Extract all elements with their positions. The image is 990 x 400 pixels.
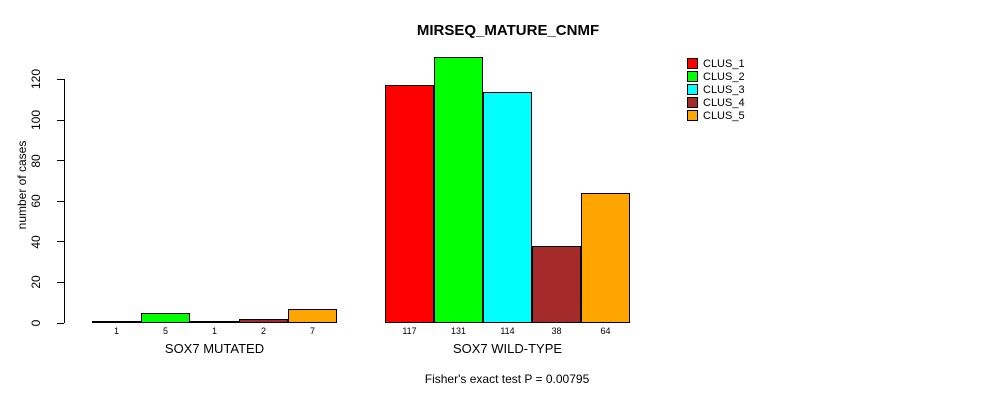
legend-swatch-icon [687,58,698,69]
y-tick-mark [57,160,64,162]
y-tick-label: 20 [29,275,43,290]
legend-swatch-icon [687,71,698,82]
bar-sox7-mutated-clus_2 [141,313,190,323]
y-axis-line [64,79,65,323]
legend-row-clus_5: CLUS_5 [687,109,745,122]
bar-sox7-wild-type-clus_2 [434,57,483,323]
y-tick-label: 80 [29,153,43,168]
legend-swatch-icon [687,84,698,95]
group-label: SOX7 MUTATED [164,341,265,356]
legend-swatch-icon [687,97,698,108]
legend-row-clus_1: CLUS_1 [687,57,745,70]
bar-value-label: 5 [162,326,169,336]
bar-sox7-wild-type-clus_5 [581,193,630,323]
y-tick-label: 120 [29,69,43,90]
chart-title: MIRSEQ_MATURE_CNMF [416,22,600,39]
bar-value-label: 131 [450,326,467,336]
y-tick-label: 0 [29,319,43,327]
legend-row-clus_2: CLUS_2 [687,70,745,83]
legend-label: CLUS_2 [703,70,745,83]
bar-sox7-mutated-clus_1 [92,321,141,323]
bar-value-label: 7 [309,326,316,336]
bar-sox7-mutated-clus_5 [288,309,337,323]
bar-sox7-wild-type-clus_4 [532,246,581,323]
bar-value-label: 2 [260,326,267,336]
bar-value-label: 1 [211,326,218,336]
bar-sox7-mutated-clus_3 [190,321,239,323]
y-tick-label: 100 [29,109,43,131]
bar-value-label: 64 [600,326,611,336]
legend-swatch-icon [687,110,698,121]
bar-sox7-wild-type-clus_3 [483,92,532,323]
group-label: SOX7 WILD-TYPE [452,341,563,356]
legend-label: CLUS_3 [703,83,745,96]
y-tick-label: 60 [29,194,43,208]
y-axis-label: number of cases [15,140,29,230]
y-tick-mark [57,241,64,243]
y-tick-mark [57,119,64,121]
legend-row-clus_3: CLUS_3 [687,83,745,96]
legend-label: CLUS_4 [703,96,745,109]
y-tick-label: 40 [29,235,43,249]
legend-label: CLUS_5 [703,109,745,122]
bar-value-label: 114 [500,326,515,336]
legend-label: CLUS_1 [703,57,745,70]
bar-value-label: 38 [551,326,562,336]
y-tick-mark [57,78,64,80]
legend-row-clus_4: CLUS_4 [687,96,745,109]
y-tick-mark [57,322,64,324]
y-tick-mark [57,281,64,283]
annotation-text: Fisher's exact test P = 0.00795 [424,372,590,386]
bar-sox7-mutated-clus_4 [239,319,288,323]
legend: CLUS_1 CLUS_2 CLUS_3 CLUS_4 CLUS_5 [687,57,745,122]
bar-sox7-wild-type-clus_1 [385,85,434,323]
y-tick-mark [57,200,64,202]
bar-value-label: 1 [113,326,120,336]
bar-value-label: 117 [402,326,417,336]
